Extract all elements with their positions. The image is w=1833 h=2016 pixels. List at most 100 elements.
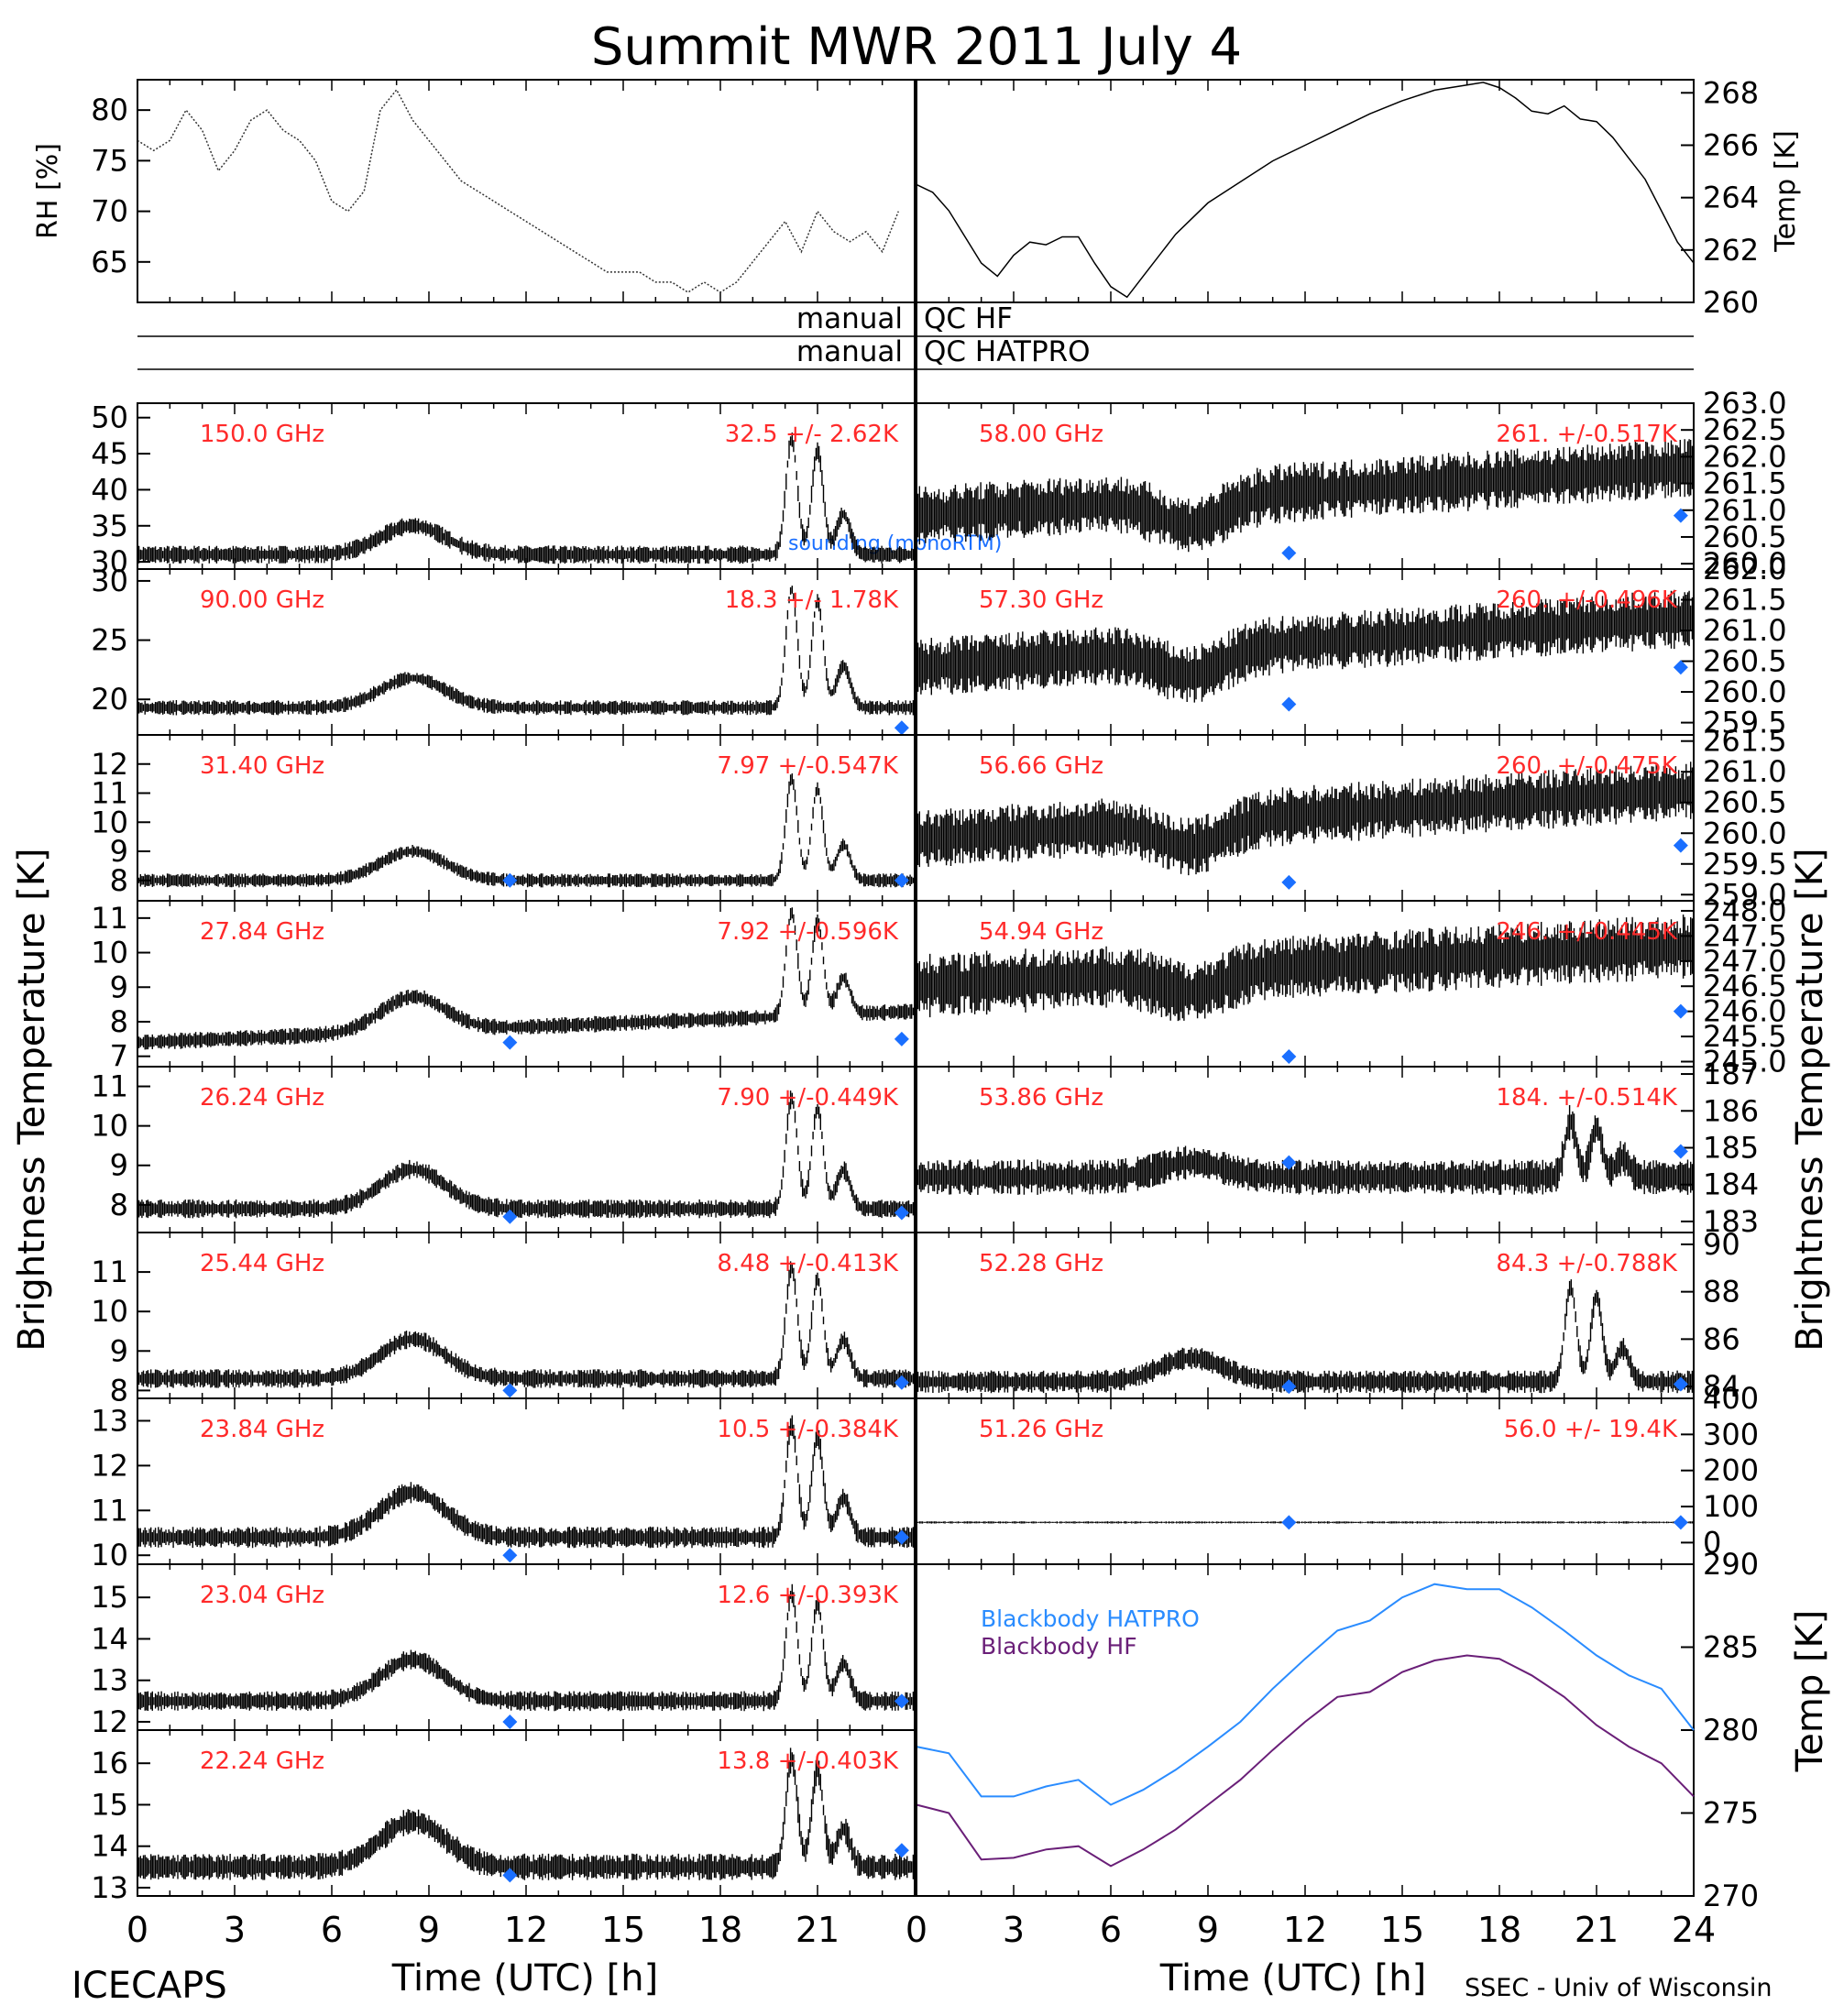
y-tick-label-v5494: 245.5	[1703, 1019, 1787, 1054]
stat-label-v5800: 261. +/-0.517K	[1496, 421, 1678, 448]
legend-blackbody-hatpro: Blackbody HATPRO	[981, 1605, 1200, 1632]
y-tick-label-bb: 290	[1703, 1547, 1759, 1582]
y-tick-label-v5494: 246.5	[1703, 969, 1787, 1003]
rh-axis-label: RH [%]	[32, 143, 64, 239]
x-tick-label-right: 12	[1283, 1910, 1327, 1950]
freq-label-v5126: 51.26 GHz	[979, 1416, 1103, 1443]
blackbody-legend: Blackbody HATPRO Blackbody HF	[981, 1605, 1200, 1660]
x-tick-label-left: 12	[504, 1910, 548, 1950]
right-axis-label: Brightness Temperature [K]	[1789, 848, 1831, 1351]
stat-label-k3140: 7.97 +/-0.547K	[717, 752, 899, 780]
sounding-marker-k2624	[894, 1205, 909, 1221]
y-tick-label-v5730: 260.0	[1703, 674, 1787, 709]
y-tick-label-v5800: 262.0	[1703, 439, 1787, 474]
y-tick-label-hf90: 25	[91, 623, 128, 658]
y-tick-label-k2784: 8	[110, 1004, 128, 1039]
y-tick-label-v5126: 300	[1703, 1417, 1759, 1452]
series-v5228	[916, 1279, 1694, 1394]
y-tick-label-v5386: 183	[1703, 1204, 1759, 1239]
y-tick-label-temp: 262	[1703, 233, 1759, 268]
sounding-marker-v5126	[1281, 1515, 1297, 1530]
y-tick-label-hf150: 40	[91, 472, 128, 507]
y-tick-label-v5126: 100	[1703, 1489, 1759, 1524]
series-k2624	[137, 1090, 915, 1219]
stat-label-k2384: 10.5 +/-0.384K	[717, 1416, 899, 1443]
y-tick-label-v5730: 259.5	[1703, 706, 1787, 740]
sounding-marker-v5666	[1281, 874, 1297, 890]
sounding-marker-k3140	[502, 872, 518, 888]
y-tick-label-k3140: 12	[91, 747, 128, 782]
sounding-marker-k2544	[502, 1383, 518, 1398]
stat-label-v5228: 84.3 +/-0.788K	[1496, 1250, 1678, 1277]
sounding-marker-v5800	[1673, 508, 1688, 523]
y-tick-label-v5494: 247.0	[1703, 944, 1787, 979]
y-tick-label-v5730: 261.5	[1703, 583, 1787, 618]
y-tick-label-v5228: 84	[1703, 1369, 1740, 1404]
y-tick-label-hf150: 35	[91, 509, 128, 543]
y-tick-label-hf150: 45	[91, 436, 128, 471]
y-tick-label-v5228: 90	[1703, 1227, 1740, 1262]
footer-left-label: ICECAPS	[71, 1965, 227, 2007]
sounding-marker-v5730	[1673, 660, 1688, 675]
sounding-marker-k2224	[502, 1868, 518, 1883]
x-tick-label-right: 18	[1477, 1910, 1521, 1950]
y-tick-label-bb: 280	[1703, 1713, 1759, 1748]
y-tick-label-k3140: 11	[91, 776, 128, 811]
qc-hatpro-right-label: QC HATPRO	[924, 335, 1091, 368]
figure-title: Summit MWR 2011 July 4	[591, 17, 1242, 77]
y-tick-label-v5494: 246.0	[1703, 994, 1787, 1029]
y-tick-label-k2224: 15	[91, 1787, 128, 1822]
y-tick-label-v5126: 400	[1703, 1381, 1759, 1416]
y-tick-label-k2224: 13	[91, 1870, 128, 1905]
y-tick-label-k2304: 14	[91, 1621, 128, 1656]
series-k2784	[137, 907, 915, 1050]
sounding-marker-k2784	[502, 1035, 518, 1050]
y-tick-label-v5730: 261.0	[1703, 613, 1787, 648]
y-tick-label-hf150: 50	[91, 400, 128, 435]
x-tick-label-left: 6	[321, 1910, 343, 1950]
x-tick-label-left: 0	[126, 1910, 148, 1950]
sounding-marker-k2304	[502, 1714, 518, 1729]
sounding-marker-v5228	[1673, 1376, 1688, 1392]
sounding-marker-v5126	[1673, 1515, 1688, 1530]
x-tick-label-right: 0	[906, 1910, 927, 1950]
freq-label-v5730: 57.30 GHz	[979, 586, 1103, 614]
y-tick-label-v5730: 260.5	[1703, 644, 1787, 679]
stat-label-k2304: 12.6 +/-0.393K	[717, 1582, 899, 1609]
stat-label-k2224: 13.8 +/-0.403K	[717, 1748, 899, 1775]
y-tick-label-v5386: 187	[1703, 1057, 1759, 1091]
qc-hf-right-label: QC HF	[924, 302, 1013, 335]
freq-label-v5666: 56.66 GHz	[979, 752, 1103, 780]
freq-label-hf90: 90.00 GHz	[200, 586, 324, 614]
y-tick-label-v5386: 184	[1703, 1167, 1759, 1202]
sounding-marker-hf90	[894, 720, 909, 736]
freq-label-k2784: 27.84 GHz	[200, 918, 324, 946]
series-k2224	[137, 1748, 915, 1880]
sounding-marker-v5228	[1281, 1379, 1297, 1395]
x-tick-label-right: 24	[1672, 1910, 1716, 1950]
y-tick-label-v5494: 247.5	[1703, 918, 1787, 953]
y-tick-label-k2624: 11	[91, 1069, 128, 1104]
y-tick-label-k2384: 11	[91, 1493, 128, 1528]
stat-label-hf150: 32.5 +/- 2.62K	[725, 421, 899, 448]
freq-label-v5228: 52.28 GHz	[979, 1250, 1103, 1277]
sounding-marker-v5800	[1281, 545, 1297, 561]
y-tick-label-k2224: 14	[91, 1829, 128, 1864]
y-tick-label-v5666: 261.0	[1703, 754, 1787, 789]
y-tick-label-k2784: 10	[91, 936, 128, 970]
freq-label-hf150: 150.0 GHz	[200, 421, 324, 448]
y-tick-label-v5800: 263.0	[1703, 386, 1787, 421]
sounding-marker-k2784	[894, 1031, 909, 1046]
qc-hf-left-label: manual	[796, 302, 903, 335]
y-tick-label-bb: 285	[1703, 1630, 1759, 1665]
freq-label-k2544: 25.44 GHz	[200, 1250, 324, 1277]
x-tick-label-right: 15	[1380, 1910, 1424, 1950]
series-v5126	[916, 1521, 1694, 1524]
x-tick-label-right: 6	[1100, 1910, 1122, 1950]
freq-label-v5800: 58.00 GHz	[979, 421, 1103, 448]
sounding-marker-k2624	[502, 1209, 518, 1224]
sounding-marker-k2224	[894, 1843, 909, 1858]
x-tick-label-left: 3	[224, 1910, 246, 1950]
temp-panel-frame	[916, 79, 1695, 303]
